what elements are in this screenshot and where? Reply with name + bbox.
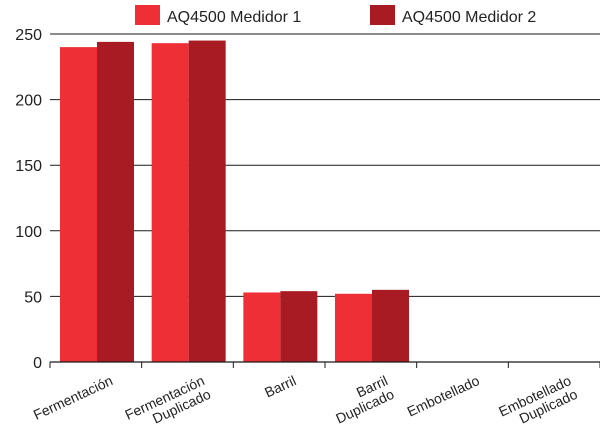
bar — [280, 291, 318, 362]
y-tick-labels: 0 50 100 150 200 250 — [15, 27, 42, 372]
y-tick-label: 150 — [15, 158, 42, 175]
axes — [49, 361, 600, 368]
legend-label: AQ4500 Medidor 2 — [402, 9, 536, 26]
category-label: FermentaciónDuplicado — [122, 372, 213, 436]
legend-swatch — [135, 5, 160, 25]
bar — [151, 43, 189, 363]
bar — [372, 289, 409, 362]
bar — [335, 293, 372, 362]
bars — [60, 40, 409, 363]
y-tick-label: 50 — [24, 289, 42, 306]
y-tick-label: 100 — [15, 224, 42, 241]
category-label: Barril — [262, 372, 298, 400]
y-tick-label: 200 — [15, 93, 42, 110]
category-label: Fermentación — [31, 372, 115, 423]
legend-label: AQ4500 Medidor 1 — [167, 9, 301, 26]
category-labels: Fermentación FermentaciónDuplicado Barril B… — [31, 372, 580, 436]
category-label: EmbotelladoDuplicado — [496, 372, 580, 433]
legend: AQ4500 Medidor 1 AQ4500 Medidor 2 — [135, 5, 536, 26]
bar — [188, 40, 226, 363]
bar — [243, 292, 281, 362]
grid-lines — [50, 33, 600, 297]
y-tick-label: 0 — [33, 355, 42, 372]
category-label: BarrilDuplicado — [327, 372, 397, 426]
y-tick-label: 250 — [15, 27, 42, 44]
bar — [60, 47, 97, 363]
bar — [97, 41, 134, 362]
legend-swatch — [370, 5, 395, 25]
category-label: Embotellado — [404, 372, 481, 419]
